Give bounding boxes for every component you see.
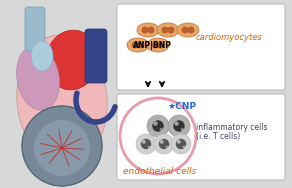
Circle shape xyxy=(159,139,169,149)
Ellipse shape xyxy=(46,30,98,90)
Circle shape xyxy=(174,121,179,126)
FancyBboxPatch shape xyxy=(25,7,45,51)
Circle shape xyxy=(166,146,168,149)
Circle shape xyxy=(142,140,146,144)
Circle shape xyxy=(147,146,150,149)
Circle shape xyxy=(154,134,174,154)
Circle shape xyxy=(22,106,102,186)
Circle shape xyxy=(160,128,163,131)
Text: cardiomyocytes: cardiomyocytes xyxy=(196,33,263,42)
Text: (i.e. T cells): (i.e. T cells) xyxy=(196,133,240,142)
Circle shape xyxy=(153,121,158,126)
Ellipse shape xyxy=(17,35,107,165)
Circle shape xyxy=(157,42,164,49)
Circle shape xyxy=(161,27,168,33)
Circle shape xyxy=(187,27,194,33)
Circle shape xyxy=(152,120,164,132)
Circle shape xyxy=(171,134,191,154)
Circle shape xyxy=(173,120,185,132)
Circle shape xyxy=(147,115,169,137)
Text: ANP|BNP: ANP|BNP xyxy=(133,40,171,49)
Circle shape xyxy=(152,42,159,49)
Circle shape xyxy=(182,146,185,149)
Circle shape xyxy=(176,139,186,149)
Circle shape xyxy=(182,27,189,33)
Circle shape xyxy=(177,140,181,144)
Circle shape xyxy=(168,27,175,33)
Ellipse shape xyxy=(177,23,199,37)
Circle shape xyxy=(147,27,154,33)
Text: endothelial cells: endothelial cells xyxy=(123,167,197,176)
Circle shape xyxy=(141,139,151,149)
Ellipse shape xyxy=(31,41,53,71)
Circle shape xyxy=(34,120,90,176)
Circle shape xyxy=(168,115,190,137)
Ellipse shape xyxy=(157,23,179,37)
Circle shape xyxy=(160,140,164,144)
Circle shape xyxy=(131,42,138,49)
FancyBboxPatch shape xyxy=(85,29,107,83)
Ellipse shape xyxy=(137,23,159,37)
Circle shape xyxy=(181,128,184,131)
Text: ★CNP: ★CNP xyxy=(167,102,196,111)
Circle shape xyxy=(142,27,149,33)
FancyBboxPatch shape xyxy=(117,94,285,180)
Ellipse shape xyxy=(147,38,169,52)
FancyBboxPatch shape xyxy=(117,4,285,90)
Text: inflammatory cells: inflammatory cells xyxy=(196,124,267,133)
Ellipse shape xyxy=(17,46,60,110)
Circle shape xyxy=(138,42,145,49)
Circle shape xyxy=(136,134,156,154)
Ellipse shape xyxy=(127,38,149,52)
